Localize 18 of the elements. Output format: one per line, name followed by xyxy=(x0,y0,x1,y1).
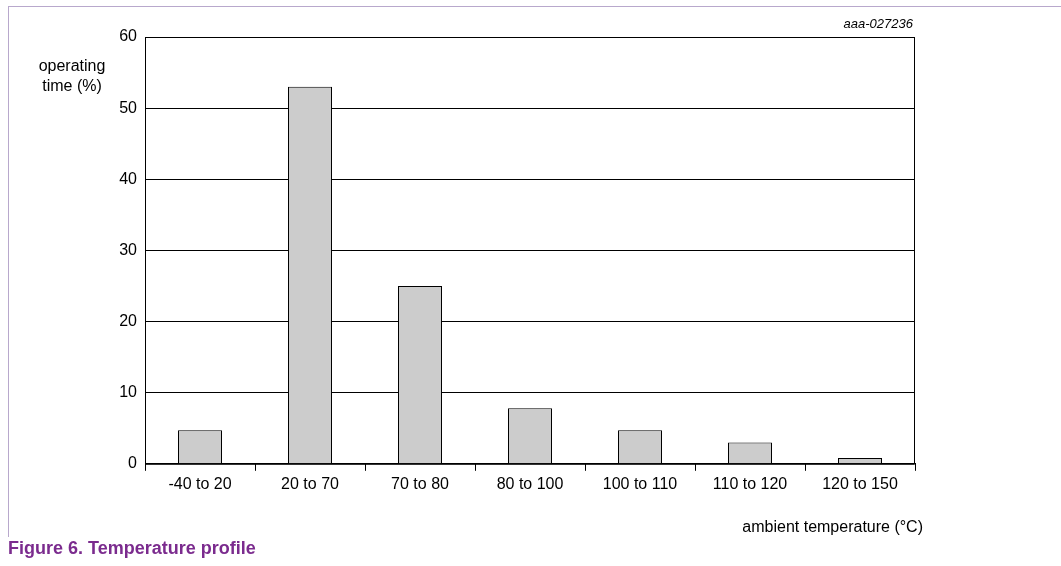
x-axis-title: ambient temperature (°C) xyxy=(742,518,923,536)
y-tick-label: 0 xyxy=(128,454,138,472)
text: aaa-027236 xyxy=(843,16,914,32)
y-tick-label: 20 xyxy=(119,311,138,329)
y-tick-label: 10 xyxy=(119,383,138,401)
y-tick-label: 50 xyxy=(119,98,138,116)
y-axis-title: operating time (%) xyxy=(38,57,106,95)
y-tick-label: 30 xyxy=(119,240,138,258)
x-tick-label: 100 to 110 xyxy=(602,474,678,492)
text: Figure 6. Temperature profile xyxy=(8,538,256,559)
x-tick-label: 110 to 120 xyxy=(712,474,788,492)
y-tick-label: 60 xyxy=(119,27,138,45)
x-tick-label: 20 to 70 xyxy=(281,474,340,492)
x-tick-label: 120 to 150 xyxy=(822,474,898,492)
y-tick-label: 40 xyxy=(119,169,138,187)
x-tick-label: 80 to 100 xyxy=(496,474,564,492)
x-tick-label: 70 to 80 xyxy=(391,474,450,492)
x-tick-label: -40 to 20 xyxy=(168,474,232,492)
